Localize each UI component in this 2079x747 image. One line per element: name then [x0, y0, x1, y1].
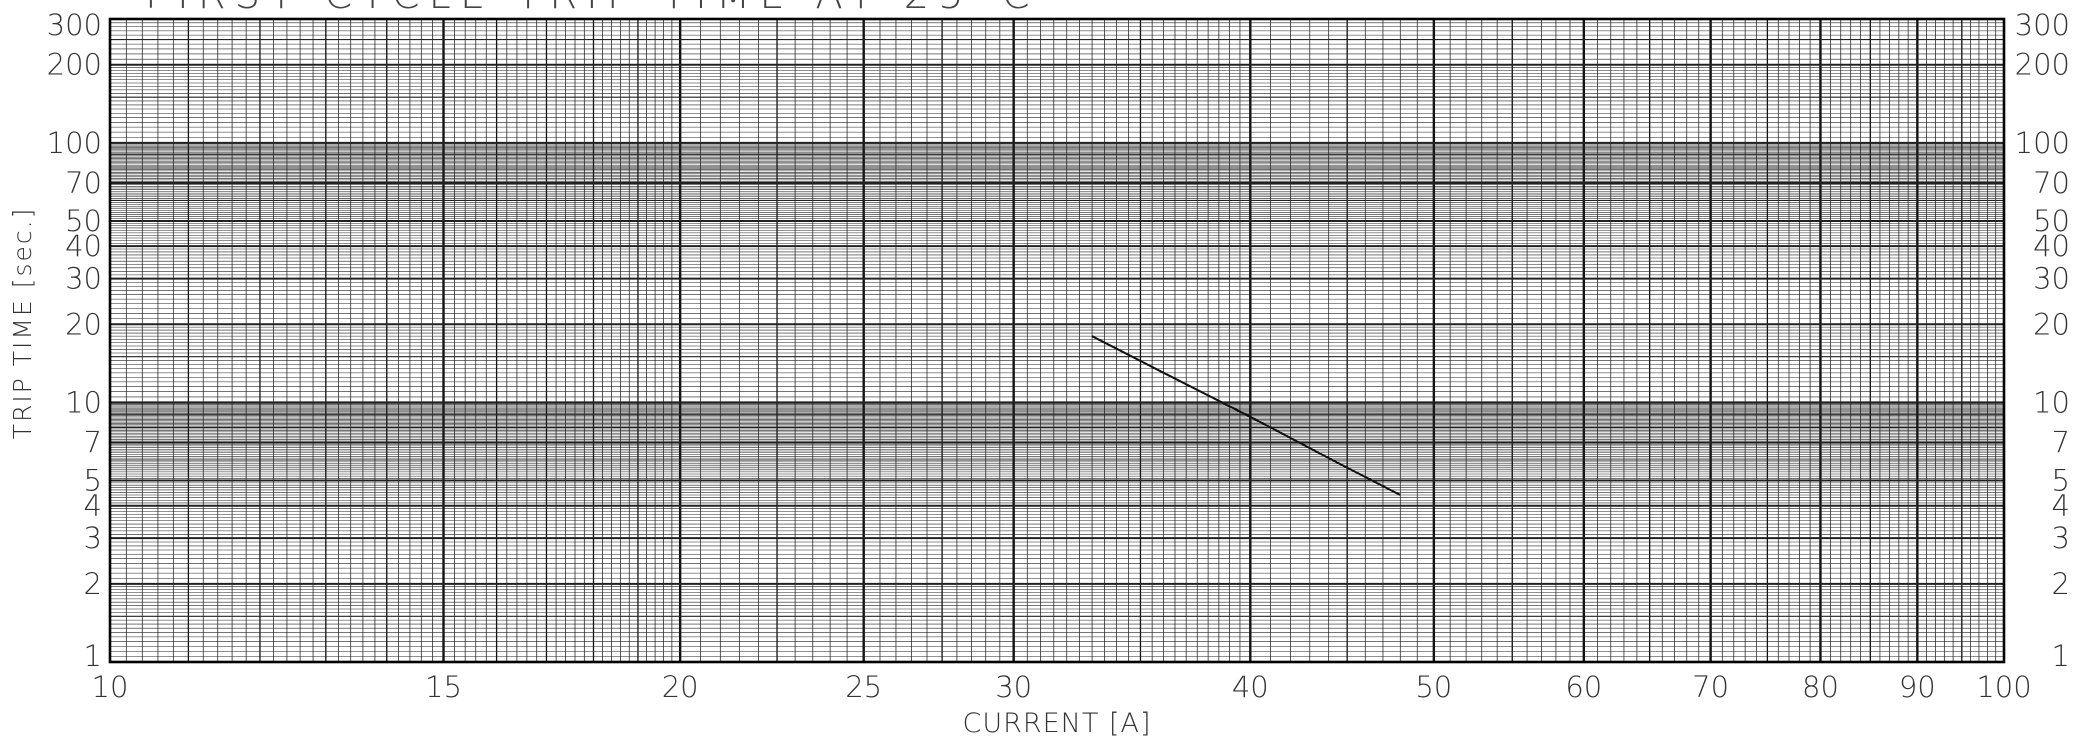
y-tick-label-right: 7	[2052, 426, 2070, 460]
y-tick-label-right: 3	[2052, 521, 2070, 555]
y-tick-label-right: 5	[2052, 464, 2070, 498]
y-tick-label-left: 200	[47, 48, 102, 82]
x-tick-label: 60	[1565, 670, 1602, 704]
x-tick-label: 15	[425, 670, 462, 704]
x-tick-label: 80	[1802, 670, 1839, 704]
x-tick-label: 10	[92, 670, 129, 704]
plot-frame	[108, 17, 2006, 664]
y-tick-label-right: 10	[2033, 385, 2070, 419]
y-tick-label-right: 70	[2033, 166, 2070, 200]
y-tick-label-left: 10	[65, 385, 102, 419]
y-tick-label-left: 7	[84, 426, 102, 460]
y-tick-label-left: 2	[84, 567, 102, 601]
y-tick-label-right: 1	[2052, 639, 2070, 673]
y-tick-label-right: 30	[2033, 262, 2070, 296]
series-layer	[1091, 335, 1401, 496]
x-tick-label: 20	[662, 670, 699, 704]
y-tick-label-left: 70	[65, 166, 102, 200]
x-tick-label: 50	[1415, 670, 1452, 704]
grid	[108, 17, 2006, 664]
y-tick-label-left: 30	[65, 262, 102, 296]
y-tick-label-left: 50	[65, 204, 102, 238]
y-tick-label-left: 100	[47, 126, 102, 160]
x-tick-label: 70	[1692, 670, 1729, 704]
y-tick-label-right: 20	[2033, 307, 2070, 341]
y-tick-label-left: 4	[84, 489, 102, 523]
y-tick-label-right: 100	[2015, 126, 2070, 160]
x-tick-label: 40	[1232, 670, 1269, 704]
y-tick-label-right: 40	[2033, 229, 2070, 263]
y-tick-label-left: 1	[84, 639, 102, 673]
y-tick-label-left: 3	[84, 521, 102, 555]
y-axis-label: TRIP TIME [sec.]	[8, 207, 37, 440]
y-tick-label-right: 300	[2015, 8, 2070, 42]
series-line-0	[1091, 335, 1401, 496]
x-tick-label: 25	[845, 670, 882, 704]
y-tick-label-right: 4	[2052, 489, 2070, 523]
x-axis-label: CURRENT [A]	[962, 708, 1151, 739]
chart-title: FIRST CYCLE TRIP TIME AT 25°C	[145, 0, 1039, 18]
y-tick-label-left: 20	[65, 307, 102, 341]
y-tick-label-left: 5	[84, 464, 102, 498]
x-tick-label: 30	[995, 670, 1032, 704]
y-tick-label-right: 2	[2052, 567, 2070, 601]
x-tick-label: 90	[1899, 670, 1936, 704]
y-tick-label-right: 50	[2033, 204, 2070, 238]
x-tick-label: 100	[1976, 670, 2031, 704]
y-tick-label-left: 40	[65, 229, 102, 263]
y-tick-label-left: 300	[47, 8, 102, 42]
y-tick-label-right: 200	[2015, 48, 2070, 82]
